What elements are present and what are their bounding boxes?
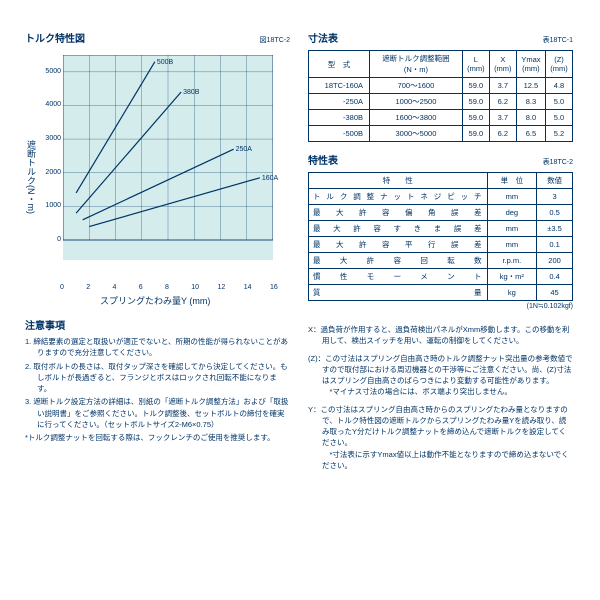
chart-xlabel: スプリングたわみ量Y (mm) (100, 294, 210, 307)
chart-title: トルク特性図 (25, 30, 85, 45)
notes-right: X：過負荷が作用すると、過負荷検出パネルがXmm移動します。この移動を利用して、… (308, 324, 573, 471)
char-ref: 表18TC-2 (543, 157, 573, 167)
notes-left: 1. 締結要素の選定と取扱いが適正でないと、所期の性能が得られないことがあります… (25, 336, 290, 443)
chart-ylabel: 遮断トルク(N・m) (25, 140, 38, 214)
dimension-table: 型 式遮断トルク調整範囲(N・m)L(mm)X(mm)Ymax(mm)(Z)(m… (308, 50, 573, 142)
characteristic-table: 特 性単 位数値トルク調整ナットネジピッチmm3最大許容偏角誤差deg0.5最大… (308, 172, 573, 301)
dim-title: 寸法表 (308, 30, 338, 45)
chart-figref: 図18TC-2 (260, 35, 290, 45)
char-title: 特性表 (308, 152, 338, 167)
notes-title: 注意事項 (25, 317, 290, 332)
dim-ref: 表18TC-1 (543, 35, 573, 45)
char-footnote: (1N≒0.102kgf) (308, 302, 573, 310)
torque-chart: 遮断トルク(N・m) スプリングたわみ量Y (mm) 0100020003000… (25, 50, 290, 305)
